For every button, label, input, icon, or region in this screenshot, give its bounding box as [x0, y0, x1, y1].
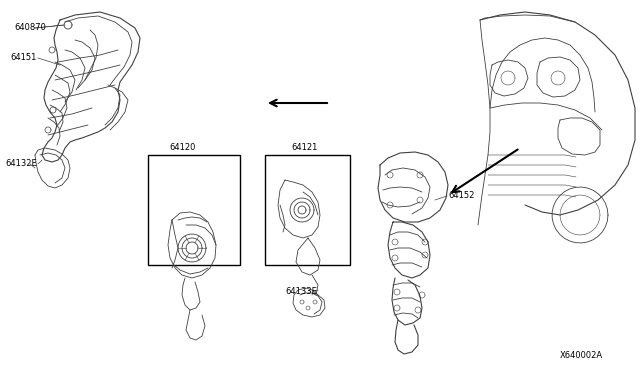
Text: 64152: 64152 — [448, 190, 474, 199]
Text: 64121: 64121 — [292, 144, 318, 153]
Bar — [265, 155, 350, 265]
Text: X640002A: X640002A — [560, 350, 603, 359]
Text: 64133E: 64133E — [285, 288, 317, 296]
Text: 64151: 64151 — [10, 54, 36, 62]
Text: 64132E: 64132E — [5, 160, 36, 169]
Text: 640870: 640870 — [14, 23, 46, 32]
Text: 64120: 64120 — [170, 144, 196, 153]
Bar — [148, 155, 240, 265]
